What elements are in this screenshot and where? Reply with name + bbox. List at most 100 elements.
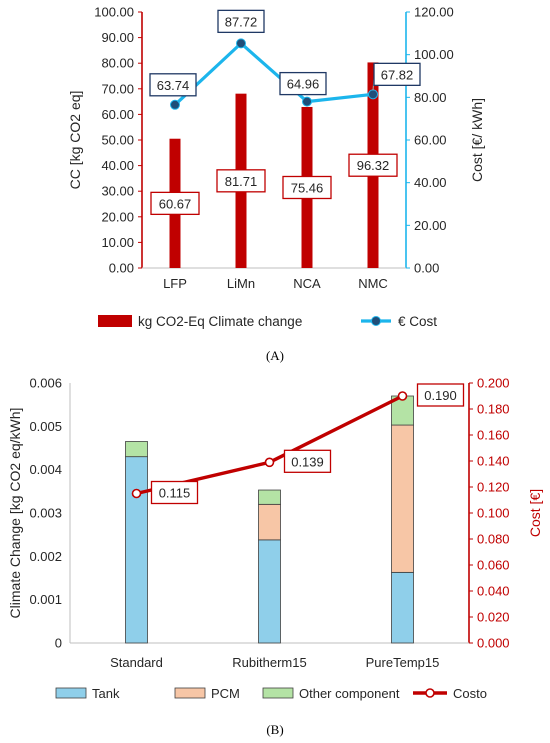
costo-data-label: 0.190 — [424, 388, 457, 403]
legend-label-costo: Costo — [453, 686, 487, 701]
left-axis-tick-label: 0 — [55, 636, 62, 651]
left-axis-tick-label: 30.00 — [101, 184, 134, 199]
costo-line — [136, 394, 404, 496]
right-axis-tick-label: 0.140 — [477, 454, 510, 469]
left-axis-tick-label: 0.002 — [29, 549, 62, 564]
x-axis-category-label: NMC — [358, 276, 388, 291]
cost-point — [170, 99, 180, 110]
legend-swatch-climate-change — [98, 315, 132, 327]
climate-change-data-label: 81.71 — [225, 174, 258, 189]
legend-swatch-tank — [55, 687, 87, 699]
costo-data-label: 0.139 — [291, 454, 324, 469]
stacked-bar-segment-other-component — [125, 441, 148, 458]
left-axis-tick-label: 0.001 — [29, 592, 62, 607]
left-axis-tick-label: 70.00 — [101, 81, 134, 96]
right-axis-tick-label: 60.00 — [414, 133, 447, 148]
climate-change-data-label: 96.32 — [357, 158, 390, 173]
costo-label-box — [416, 383, 465, 407]
left-axis-tick-label: 10.00 — [101, 235, 134, 250]
cost-point — [368, 89, 378, 100]
right-axis-tick-label: 0.200 — [477, 376, 510, 391]
x-axis-category-label: LiMn — [227, 276, 255, 291]
legend-label-pcm: PCM — [211, 686, 240, 701]
right-axis-title: Cost [€/ kWh] — [469, 98, 485, 182]
right-axis-tick-label: 40.00 — [414, 175, 447, 190]
right-axis-tick-label: 0.100 — [477, 506, 510, 521]
chart-b: 0 0.001 0.002 0.003 0.004 0.005 0.006 0.000 0.02… — [7, 376, 543, 702]
right-axis-tick-label: 0.00 — [414, 261, 439, 276]
left-axis-tick-label: 0.006 — [29, 376, 62, 391]
stacked-bar-segment-other-component — [258, 489, 281, 505]
stacked-bar-segment-tank — [258, 539, 281, 644]
left-axis-tick-label: 50.00 — [101, 133, 134, 148]
costo-data-label: 0.115 — [159, 486, 191, 501]
legend-swatch-other-component — [262, 687, 294, 699]
panel-label-b: (B) — [266, 722, 284, 737]
climate-change-label-box — [348, 153, 398, 177]
right-axis-tick-label: 0.160 — [477, 428, 510, 443]
right-axis-tick-label: 100.00 — [414, 47, 454, 62]
right-axis-tick-label: 80.00 — [414, 90, 447, 105]
cost-line — [173, 41, 374, 106]
right-axis-tick-label: 0.120 — [477, 480, 510, 495]
costo-point — [397, 391, 408, 401]
stacked-bar-segment-pcm — [391, 424, 414, 573]
right-axis-title: Cost [€] — [527, 489, 543, 537]
climate-change-data-label: 75.46 — [291, 180, 324, 195]
right-axis-tick-label: 0.040 — [477, 584, 510, 599]
x-axis-category-label: NCA — [293, 276, 321, 291]
left-axis-tick-label: 0.004 — [29, 462, 62, 477]
x-axis-category-label: LFP — [163, 276, 187, 291]
cost-label-box — [279, 71, 327, 96]
climate-change-label-box — [216, 169, 266, 193]
costo-label-box — [150, 480, 199, 505]
right-axis-tick-label: 20.00 — [414, 218, 447, 233]
right-axis-tick-label: 120.00 — [414, 5, 454, 20]
left-axis-tick-label: 0.005 — [29, 419, 62, 434]
chart-a: 0.00 10.00 20.00 30.00 40.00 50.00 60.00 70.00 8… — [67, 5, 485, 330]
left-axis-tick-label: 0.00 — [109, 261, 134, 276]
legend-label-tank: Tank — [92, 686, 120, 701]
stacked-bar-segment-tank — [125, 456, 148, 644]
left-axis-tick-label: 40.00 — [101, 158, 134, 173]
right-axis-tick-label: 0.020 — [477, 610, 510, 625]
right-axis-tick-label: 0.060 — [477, 558, 510, 573]
x-axis-category-label: Rubitherm15 — [232, 655, 306, 670]
stacked-bar-segment-tank — [391, 571, 414, 644]
cost-label-box — [149, 73, 197, 97]
left-axis-tick-label: 20.00 — [101, 209, 134, 224]
left-axis-tick-label: 0.003 — [29, 506, 62, 521]
left-axis-tick-label: 60.00 — [101, 107, 134, 122]
stacked-bar-segment-pcm — [258, 503, 281, 541]
legend-label-climate-change: kg CO2-Eq Climate change — [138, 314, 302, 329]
cost-label-box — [217, 9, 265, 34]
panel-label-a: (A) — [265, 348, 285, 363]
x-axis-category-label: PureTemp15 — [366, 655, 440, 670]
cost-data-label: 64.96 — [287, 77, 320, 92]
costo-label-box — [283, 449, 332, 473]
cost-data-label: 67.82 — [381, 67, 414, 82]
costo-point — [131, 488, 142, 499]
x-axis-category-label: Standard — [110, 655, 163, 670]
left-axis-tick-label: 80.00 — [101, 56, 134, 71]
legend-swatch-pcm — [174, 687, 206, 699]
left-axis-title: CC [kg CO2 eq] — [67, 91, 83, 190]
left-axis-title: Climate Change [kg CO2 eq/kWh] — [7, 408, 23, 619]
cost-point — [236, 38, 246, 49]
right-axis-tick-label: 0.080 — [477, 532, 510, 547]
legend-label-other-component: Other component — [299, 686, 400, 701]
right-axis-tick-label: 0.000 — [477, 636, 510, 651]
legend-marker-cost — [371, 316, 381, 326]
climate-change-label-box — [282, 175, 332, 200]
left-axis-tick-label: 90.00 — [101, 30, 134, 45]
cost-data-label: 63.74 — [157, 78, 190, 93]
costo-point — [264, 457, 275, 468]
cost-label-box — [373, 62, 421, 86]
cost-point — [302, 96, 312, 107]
left-axis-tick-label: 100.00 — [94, 5, 134, 20]
legend-marker-costo — [425, 688, 435, 698]
climate-change-label-box — [150, 191, 200, 216]
climate-change-data-label: 60.67 — [159, 196, 192, 211]
right-axis-tick-label: 0.180 — [477, 402, 510, 417]
cost-data-label: 87.72 — [225, 14, 258, 29]
